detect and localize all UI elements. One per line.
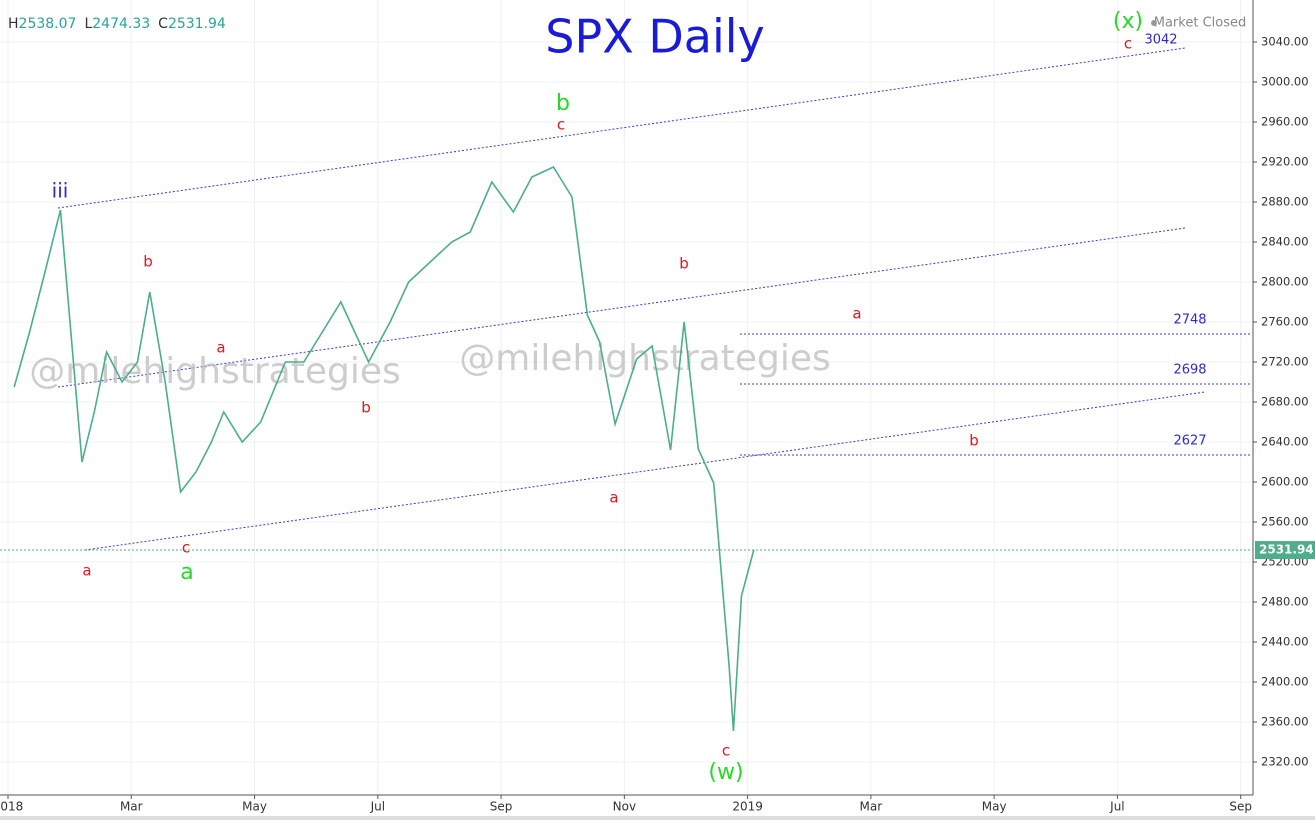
x-tick-label: Sep [490, 800, 513, 814]
wave-label: b [143, 253, 153, 271]
ohlc-value: 2474.33 [92, 16, 150, 32]
wave-label: c [1124, 35, 1132, 53]
x-tick-label: Jul [1109, 800, 1124, 814]
y-axis-panel [1253, 0, 1315, 820]
y-tick-label: 2920.00 [1261, 155, 1309, 169]
y-tick-label: 3000.00 [1261, 75, 1309, 89]
x-tick-label: 2018 [0, 800, 23, 814]
x-tick-label: Mar [860, 800, 883, 814]
wave-label: (x) [1113, 9, 1143, 34]
x-tick-label: Nov [613, 800, 636, 814]
y-tick-label: 2720.00 [1261, 355, 1309, 369]
y-tick-label: 3040.00 [1261, 35, 1309, 49]
y-tick-label: 2880.00 [1261, 195, 1309, 209]
bottom-border [0, 816, 1315, 820]
y-tick-label: 2440.00 [1261, 635, 1309, 649]
level-label: 2698 [1173, 363, 1206, 378]
watermark: @milehighstrategies [29, 351, 400, 392]
y-tick-label: 2320.00 [1261, 755, 1309, 769]
wave-label: c [557, 116, 565, 134]
ohlc-value: 2531.94 [168, 16, 226, 32]
wave-label: a [216, 339, 225, 357]
wave-label: a [852, 305, 861, 323]
y-tick-label: 2360.00 [1261, 715, 1309, 729]
status-dot [1151, 20, 1157, 26]
wave-label: (w) [708, 760, 743, 785]
y-tick-label: 2680.00 [1261, 395, 1309, 409]
last-price-tag [1255, 541, 1315, 560]
level-label: 2748 [1173, 313, 1206, 328]
y-tick-label: 2480.00 [1261, 595, 1309, 609]
ohlc-key: C [158, 16, 168, 32]
ohlc-header: H2538.07 L2474.33 C2531.94 [8, 16, 226, 32]
wave-label: b [969, 432, 979, 450]
price-line [13, 165, 755, 732]
x-tick-label: May [242, 800, 267, 814]
y-tick-label: 2800.00 [1261, 275, 1309, 289]
wave-label: b [679, 255, 689, 273]
ohlc-key: L [84, 16, 92, 32]
y-tick-label: 2600.00 [1261, 475, 1309, 489]
wave-label: a [609, 489, 618, 507]
y-tick-label: 2760.00 [1261, 315, 1309, 329]
y-tick-label: 2960.00 [1261, 115, 1309, 129]
x-tick-label: Jul [370, 800, 385, 814]
wave-label: a [82, 562, 91, 580]
last-price-label: 2531.94 [1259, 543, 1314, 557]
status: Market Closed [1154, 16, 1247, 31]
wave-label: c [722, 742, 730, 760]
wave-label: iii [52, 179, 69, 203]
y-tick-label: 2640.00 [1261, 435, 1309, 449]
y-tick-label: 2840.00 [1261, 235, 1309, 249]
wave-label: b [361, 399, 371, 417]
wave-label: a [180, 560, 193, 585]
chart-title: SPX Daily [545, 10, 764, 64]
ohlc-key: H [8, 16, 19, 32]
grid [0, 0, 1253, 795]
watermark: @milehighstrategies [459, 338, 830, 379]
level-label: 2627 [1173, 434, 1206, 449]
trend-line [57, 227, 1186, 388]
x-tick-label: Sep [1229, 800, 1252, 814]
trend-line [57, 47, 1186, 209]
trend-line [84, 391, 1206, 551]
y-tick-label: 2400.00 [1261, 675, 1309, 689]
x-tick-label: 2019 [732, 800, 763, 814]
ohlc-value: 2538.07 [19, 16, 77, 32]
wave-label: c [182, 539, 190, 557]
x-tick-label: Mar [120, 800, 143, 814]
target-label: 3042 [1144, 33, 1177, 48]
y-tick-label: 2560.00 [1261, 515, 1309, 529]
x-tick-label: May [982, 800, 1007, 814]
wave-label: b [556, 91, 570, 116]
